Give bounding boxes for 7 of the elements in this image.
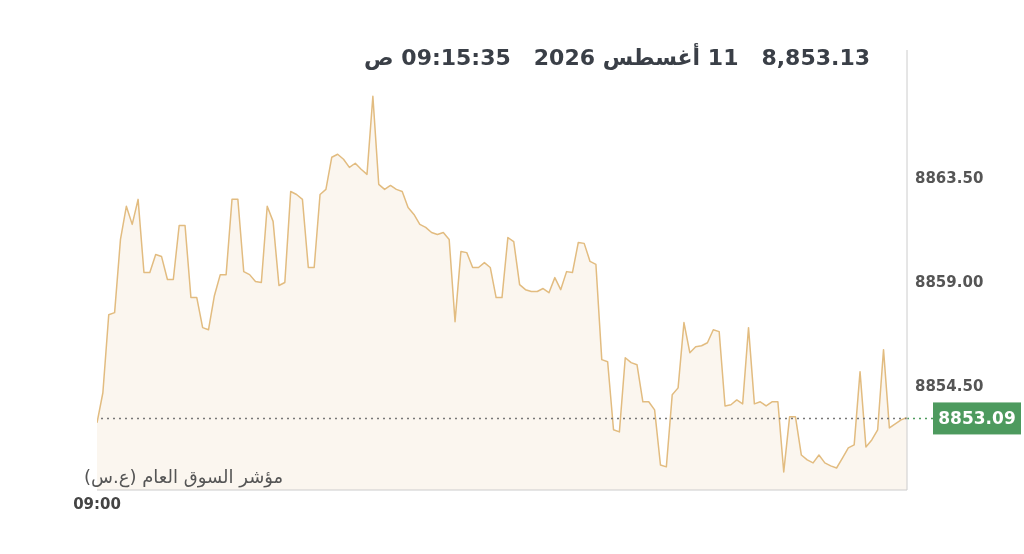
y-tick-label: 8863.50 [915,168,984,187]
annotation: مؤشر السوق العام (ع.س) [84,466,284,487]
chart-title: 8,853.13 11 أغسطس 2026 09:15:35 ص [364,45,870,70]
y-tick-label: 8859.00 [915,272,984,291]
y-tick-label: 8854.50 [915,377,984,396]
ref-line-label: 8853.09 [938,408,1016,429]
x-tick-label: 09:00 [73,494,121,513]
